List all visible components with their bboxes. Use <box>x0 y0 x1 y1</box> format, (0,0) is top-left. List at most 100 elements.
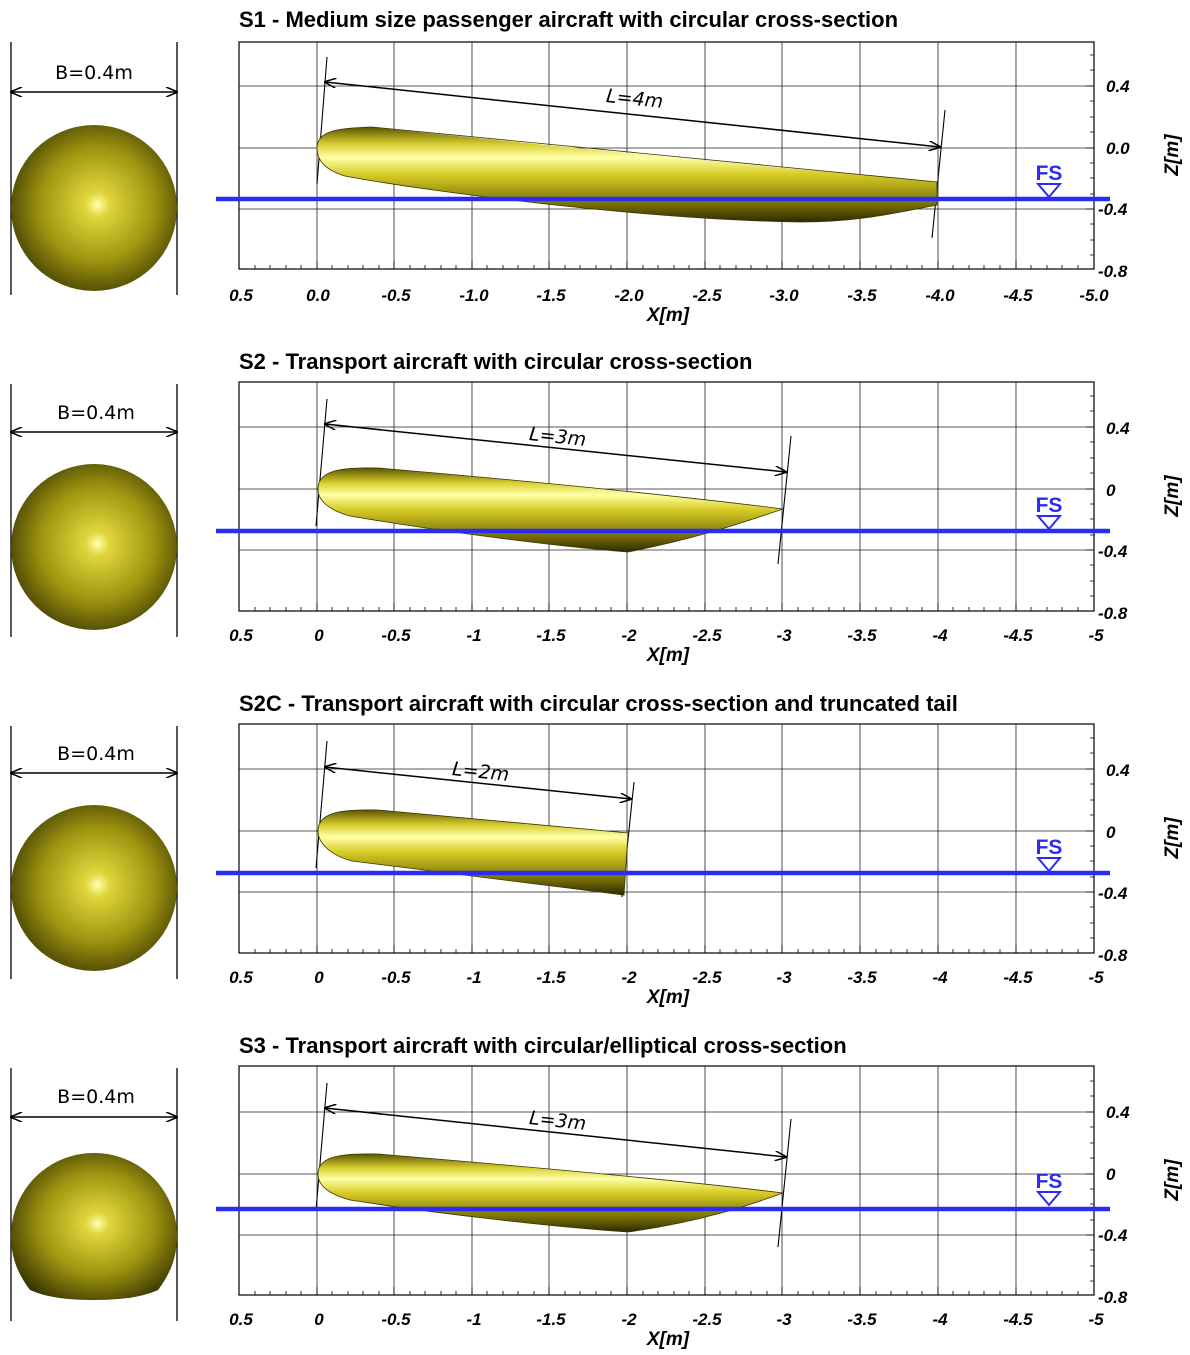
fs-label: FS <box>1036 1170 1063 1193</box>
svg-text:-3.0: -3.0 <box>769 286 799 305</box>
panel-s1: S1 - Medium size passenger aircraft with… <box>11 7 1183 326</box>
svg-text:-1.5: -1.5 <box>536 286 566 305</box>
svg-text:-0.5: -0.5 <box>381 1310 411 1329</box>
panel-title: S2 - Transport aircraft with circular cr… <box>239 349 753 374</box>
beam-label: B=0.4m <box>57 1086 135 1108</box>
free-surface-marker-icon <box>1035 515 1063 531</box>
svg-text:-3: -3 <box>776 626 792 645</box>
svg-text:-4.5: -4.5 <box>1003 286 1033 305</box>
x-tick-labels: 0.5 0.0 -0.5 -1.0 -1.5 -2.0 -2.5 -3.0 -3… <box>229 286 1109 305</box>
side-view-plot: L=3m FS 0.5 0 -0.5 -1 -1.5 -2 -2.5 -3 -3… <box>216 381 1183 666</box>
svg-text:-5: -5 <box>1088 1310 1104 1329</box>
z-tick-labels: 0.4 0 -0.4 -0.8 <box>1098 1103 1130 1307</box>
z-axis-label: Z[m] <box>1162 475 1183 518</box>
x-axis-label: X[m] <box>646 1329 690 1350</box>
svg-text:-4.0: -4.0 <box>925 286 955 305</box>
svg-text:-4: -4 <box>932 968 948 987</box>
z-axis-label: Z[m] <box>1162 134 1183 177</box>
svg-text:-2: -2 <box>621 1310 637 1329</box>
x-axis-label: X[m] <box>646 305 690 326</box>
svg-text:-1: -1 <box>466 968 481 987</box>
svg-text:-0.4: -0.4 <box>1098 200 1128 219</box>
svg-text:-0.4: -0.4 <box>1098 1226 1128 1245</box>
cross-section-circular-elliptical <box>11 1153 177 1300</box>
svg-text:-0.5: -0.5 <box>381 968 411 987</box>
svg-text:-2.5: -2.5 <box>692 1310 722 1329</box>
svg-text:-0.8: -0.8 <box>1098 1288 1128 1307</box>
beam-label: B=0.4m <box>55 62 133 84</box>
svg-text:-3.5: -3.5 <box>847 1310 877 1329</box>
cross-section-view: B=0.4m <box>11 42 177 295</box>
free-surface-marker-icon <box>1035 1191 1063 1207</box>
svg-text:-1.5: -1.5 <box>536 626 566 645</box>
svg-text:0.0: 0.0 <box>1106 139 1130 158</box>
svg-text:-1: -1 <box>466 1310 481 1329</box>
svg-text:0.4: 0.4 <box>1106 761 1130 780</box>
svg-text:-3.5: -3.5 <box>847 286 877 305</box>
svg-text:0: 0 <box>314 626 324 645</box>
cross-section-circle <box>11 464 177 630</box>
z-tick-labels: 0.4 0.0 -0.4 -0.8 <box>1098 77 1130 281</box>
svg-text:-1.5: -1.5 <box>536 968 566 987</box>
svg-text:-2.0: -2.0 <box>614 286 644 305</box>
minor-ticks <box>238 737 1094 953</box>
svg-text:0: 0 <box>1106 1165 1116 1184</box>
svg-text:-2.5: -2.5 <box>692 286 722 305</box>
svg-text:0.5: 0.5 <box>229 286 253 305</box>
svg-text:-0.5: -0.5 <box>381 286 411 305</box>
panel-title: S2C - Transport aircraft with circular c… <box>239 691 958 716</box>
svg-text:-4: -4 <box>932 626 948 645</box>
svg-text:-2: -2 <box>621 626 637 645</box>
svg-text:0: 0 <box>314 968 324 987</box>
panel-s2c: S2C - Transport aircraft with circular c… <box>11 691 1183 1008</box>
svg-text:0.5: 0.5 <box>229 1310 253 1329</box>
x-axis-label: X[m] <box>646 987 690 1008</box>
svg-text:-4: -4 <box>932 1310 948 1329</box>
z-tick-labels: 0.4 0 -0.4 -0.8 <box>1098 419 1130 623</box>
cross-section-view: B=0.4m <box>11 1068 177 1321</box>
x-tick-labels: 0.5 0 -0.5 -1 -1.5 -2 -2.5 -3 -3.5 -4 -4… <box>229 626 1104 645</box>
x-axis-label: X[m] <box>646 645 690 666</box>
minor-ticks <box>238 1080 1094 1295</box>
svg-text:-4.5: -4.5 <box>1003 968 1033 987</box>
svg-text:-4.5: -4.5 <box>1003 1310 1033 1329</box>
cross-section-view: B=0.4m <box>11 384 177 637</box>
svg-text:0: 0 <box>314 1310 324 1329</box>
beam-label: B=0.4m <box>57 402 135 424</box>
side-view-plot: L=4m FS 0.5 0.0 -0.5 -1.0 -1.5 -2.0 -2.5… <box>216 41 1183 326</box>
z-axis-label: Z[m] <box>1162 817 1183 860</box>
panel-s2: S2 - Transport aircraft with circular cr… <box>11 349 1183 666</box>
svg-text:-4.5: -4.5 <box>1003 626 1033 645</box>
svg-text:-5.0: -5.0 <box>1079 286 1109 305</box>
minor-ticks <box>238 395 1094 611</box>
svg-text:-2.5: -2.5 <box>692 968 722 987</box>
panel-title: S3 - Transport aircraft with circular/el… <box>239 1033 847 1058</box>
svg-text:-2: -2 <box>621 968 637 987</box>
svg-text:-0.4: -0.4 <box>1098 884 1128 903</box>
svg-text:-2.5: -2.5 <box>692 626 722 645</box>
panel-s3: S3 - Transport aircraft with circular/el… <box>11 1033 1183 1350</box>
svg-text:-0.8: -0.8 <box>1098 604 1128 623</box>
free-surface-marker-icon <box>1035 857 1063 873</box>
svg-text:-0.5: -0.5 <box>381 626 411 645</box>
svg-text:0: 0 <box>1106 481 1116 500</box>
x-tick-labels: 0.5 0 -0.5 -1 -1.5 -2 -2.5 -3 -3.5 -4 -4… <box>229 1310 1104 1329</box>
cross-section-circle <box>11 125 177 291</box>
svg-text:-0.8: -0.8 <box>1098 262 1128 281</box>
fs-label: FS <box>1036 494 1063 517</box>
svg-text:-0.8: -0.8 <box>1098 946 1128 965</box>
fs-label: FS <box>1036 836 1063 859</box>
cross-section-view: B=0.4m <box>11 726 177 979</box>
hull-side-profile <box>317 1153 784 1233</box>
cross-section-circle <box>11 805 177 971</box>
svg-text:-3: -3 <box>776 968 792 987</box>
panel-title: S1 - Medium size passenger aircraft with… <box>239 7 898 32</box>
svg-text:-0.4: -0.4 <box>1098 542 1128 561</box>
svg-text:-5: -5 <box>1088 626 1104 645</box>
svg-text:0.4: 0.4 <box>1106 77 1130 96</box>
svg-text:0: 0 <box>1106 823 1116 842</box>
side-view-plot: L=2m FS 0.5 0 -0.5 -1 -1.5 -2 -2.5 -3 -3… <box>216 723 1183 1008</box>
side-view-plot: L=3m FS 0.5 0 -0.5 -1 -1.5 -2 -2.5 -3 -3… <box>216 1065 1183 1350</box>
svg-text:0.5: 0.5 <box>229 626 253 645</box>
